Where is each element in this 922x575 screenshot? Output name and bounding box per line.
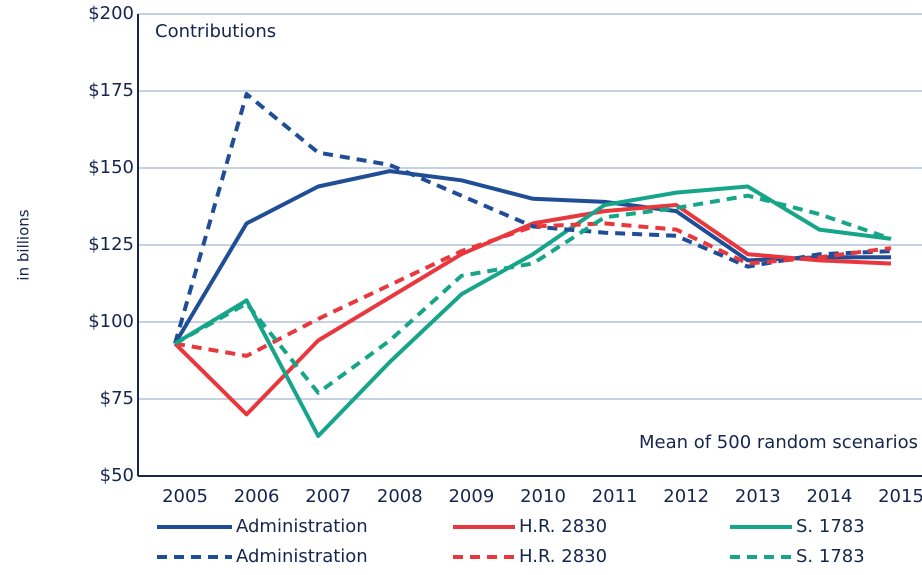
series-line [173, 184, 892, 438]
legend-label: Administration [236, 546, 368, 567]
y-tick-label: $175 [88, 80, 134, 101]
y-tick-label: $150 [88, 157, 134, 178]
x-tick-label: 2009 [448, 486, 494, 507]
annotation: Contributions [155, 21, 276, 42]
series-line [173, 169, 891, 345]
legend-label: S. 1783 [796, 516, 865, 537]
annotation: Mean of 500 random scenarios [639, 432, 918, 453]
legend-label: Administration [236, 516, 368, 537]
x-tick-label: 2010 [520, 486, 566, 507]
x-tick-label: 2012 [663, 486, 709, 507]
y-axis-label: in billions [15, 209, 33, 280]
legend-label: S. 1783 [796, 546, 865, 567]
legend-label: H.R. 2830 [519, 516, 607, 537]
y-tick-label: $50 [100, 465, 134, 486]
x-tick-label: 2015 [878, 486, 922, 507]
x-tick-label: 2014 [806, 486, 852, 507]
y-tick-label: $100 [88, 311, 134, 332]
series-line [174, 221, 892, 358]
x-tick-label: 2011 [592, 486, 638, 507]
series-line [173, 92, 892, 345]
series-line [173, 203, 892, 417]
x-tick-label: 2008 [377, 486, 423, 507]
x-tick-label: 2007 [305, 486, 351, 507]
series-line [174, 193, 892, 395]
x-tick-label: 2005 [162, 486, 208, 507]
x-tick-label: 2013 [735, 486, 781, 507]
y-tick-label: $200 [88, 3, 134, 24]
y-tick-label: $125 [88, 234, 134, 255]
legend-label: H.R. 2830 [519, 546, 607, 567]
x-tick-label: 2006 [234, 486, 280, 507]
y-tick-label: $75 [100, 388, 134, 409]
